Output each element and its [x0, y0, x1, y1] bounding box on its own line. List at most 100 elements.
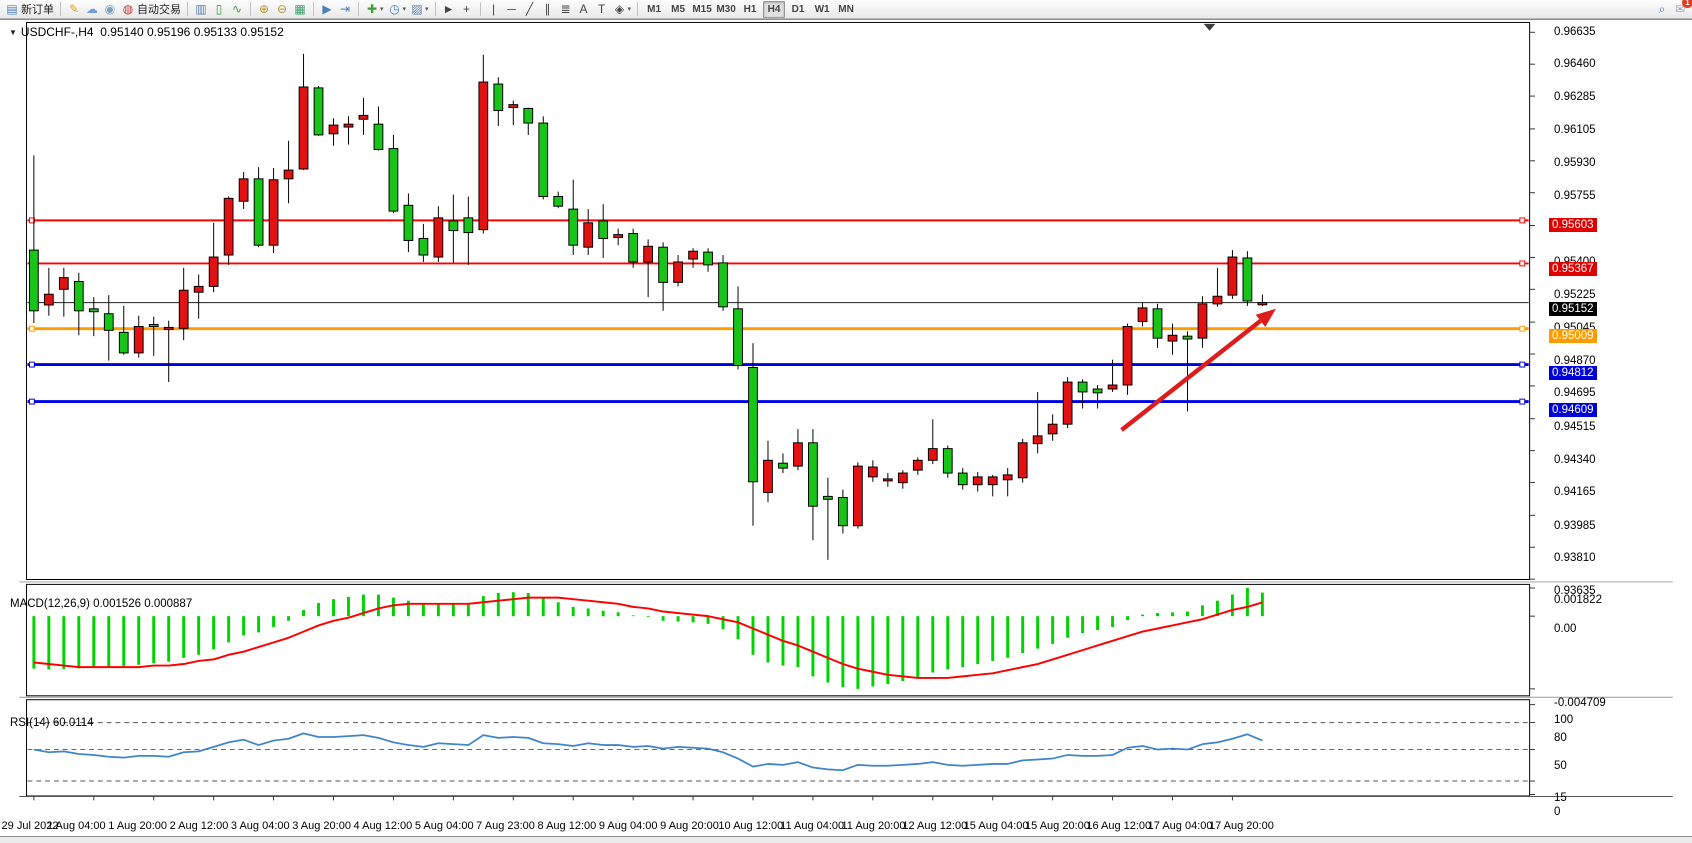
- candle-body: [927, 448, 938, 461]
- price-tick-label: 0.94515: [1554, 420, 1596, 433]
- highlighter-button[interactable]: ✎: [65, 1, 83, 18]
- timeframe-m15-button[interactable]: M15: [692, 3, 712, 15]
- macd-histogram-bar: [766, 616, 770, 663]
- macd-histogram-bar: [1036, 616, 1040, 649]
- macd-histogram-bar: [376, 594, 380, 617]
- hline-button[interactable]: ─: [503, 1, 521, 18]
- rsi-tick-label: 50: [1554, 759, 1567, 772]
- macd-histogram-bar: [152, 616, 156, 664]
- price-tick-label: 0.96635: [1554, 25, 1596, 38]
- shapes-button[interactable]: ◈ ▾: [611, 1, 634, 18]
- indicators-button[interactable]: ✚ ▾: [363, 1, 386, 18]
- toolbar-separator: [187, 2, 188, 16]
- macd-histogram-bar: [77, 616, 81, 669]
- cloud-button[interactable]: ☁: [83, 1, 101, 18]
- chat-button[interactable]: ✉ 1: [1671, 0, 1692, 18]
- autoscroll-icon: ▶: [322, 1, 332, 16]
- new-order-button[interactable]: ▤ 新订单: [3, 1, 56, 18]
- timeframe-mn-button[interactable]: MN: [838, 3, 854, 15]
- chart-window: ▼ USDCHF-,H4 0.95140 0.95196 0.95133 0.95…: [0, 19, 1692, 837]
- macd-histogram-bar: [287, 616, 291, 621]
- hline-anchor: [1519, 260, 1526, 267]
- chart-bars-button[interactable]: ▥: [192, 1, 210, 18]
- chart-shift-button[interactable]: ⇥: [336, 1, 354, 18]
- timeframe-h4-button[interactable]: H4: [763, 0, 786, 18]
- candle-body: [118, 331, 129, 354]
- macd-histogram-bar: [601, 610, 605, 617]
- timeframe-m30-button[interactable]: M30: [716, 3, 736, 15]
- candle-body: [852, 465, 863, 527]
- timeframe-w1-button[interactable]: W1: [814, 3, 830, 15]
- timeframe-m5-button[interactable]: M5: [671, 3, 686, 15]
- candle-body: [1062, 381, 1073, 425]
- candle-body: [253, 178, 264, 246]
- label-button[interactable]: T: [593, 1, 611, 18]
- timeframe-d1-button[interactable]: D1: [791, 3, 805, 15]
- cursor-button[interactable]: ►: [440, 1, 458, 18]
- candle-body: [523, 107, 534, 124]
- text-button[interactable]: A: [575, 1, 593, 18]
- vline-button[interactable]: |: [485, 1, 503, 18]
- crosshair-button[interactable]: +: [458, 1, 476, 18]
- macd-histogram-bar: [362, 594, 365, 617]
- date-label: 7 Aug 23:00: [476, 819, 535, 832]
- macd-histogram-bar: [227, 616, 231, 643]
- candle-body: [882, 478, 893, 482]
- candle-body: [1092, 388, 1103, 394]
- candle-body: [43, 293, 54, 306]
- macd-histogram-bar: [1171, 612, 1174, 617]
- channel-button[interactable]: ∥: [539, 1, 557, 18]
- autoscroll-button[interactable]: ▶: [318, 1, 336, 18]
- candle-body: [58, 277, 69, 290]
- zoom-in-button[interactable]: ⊕: [255, 1, 273, 18]
- date-label: 11 Aug 04:00: [780, 819, 845, 832]
- candle-body: [538, 122, 549, 198]
- fibonacci-button[interactable]: ≣: [557, 1, 575, 18]
- broadcast-icon: ◉: [104, 1, 116, 16]
- date-label: 1 Aug 04:00: [46, 819, 106, 832]
- search-button[interactable]: ⌕: [1653, 1, 1671, 18]
- candle-body: [763, 459, 773, 494]
- toolbar-separator: [250, 2, 251, 16]
- candle-body: [1002, 474, 1013, 481]
- candle-body: [193, 285, 204, 293]
- macd-histogram-bar: [526, 592, 530, 617]
- date-label: 3 Aug 04:00: [230, 819, 290, 832]
- tile-windows-button[interactable]: ▦: [291, 1, 309, 18]
- fibonacci-icon: ≣: [560, 1, 571, 16]
- candle-body: [1107, 384, 1118, 390]
- macd-histogram-bar: [1066, 616, 1070, 638]
- candle-body: [673, 261, 683, 283]
- macd-histogram-bar: [1200, 605, 1204, 617]
- candle-body: [823, 495, 833, 500]
- candle-body: [463, 217, 474, 234]
- candle-body: [223, 197, 234, 256]
- templates-button[interactable]: ▨ ▾: [408, 1, 431, 18]
- zoom-out-button[interactable]: ⊖: [273, 1, 291, 18]
- macd-histogram-bar: [1096, 616, 1100, 631]
- macd-histogram-bar: [946, 616, 950, 670]
- price-tick-label: 0.95225: [1554, 288, 1596, 301]
- macd-histogram-bar: [481, 596, 485, 617]
- candle-body: [912, 459, 923, 471]
- candle-body: [448, 220, 459, 232]
- broadcast-button[interactable]: ◉: [101, 1, 119, 18]
- chart-line-button[interactable]: ∿: [228, 1, 246, 18]
- candle-body: [133, 326, 144, 354]
- periods-button[interactable]: ◷ ▾: [386, 1, 409, 18]
- price-chart[interactable]: [0, 20, 1692, 838]
- chart-line-icon: ∿: [231, 1, 243, 16]
- candle-body: [478, 81, 489, 231]
- macd-histogram-bar: [107, 616, 111, 668]
- highlighter-icon: ✎: [68, 1, 80, 16]
- chart-candles-button[interactable]: ▯: [210, 1, 228, 18]
- date-label: 4 Aug 12:00: [353, 819, 413, 832]
- autotrade-button[interactable]: ◍ 自动交易: [119, 1, 183, 18]
- macd-histogram-bar: [886, 616, 890, 685]
- trendline-button[interactable]: ╱: [521, 1, 539, 18]
- date-label: 3 Aug 20:00: [292, 819, 351, 832]
- timeframe-h1-button[interactable]: H1: [743, 3, 757, 15]
- candle-body: [1077, 381, 1088, 393]
- timeframe-m1-button[interactable]: M1: [647, 3, 662, 15]
- candle-body: [598, 220, 609, 239]
